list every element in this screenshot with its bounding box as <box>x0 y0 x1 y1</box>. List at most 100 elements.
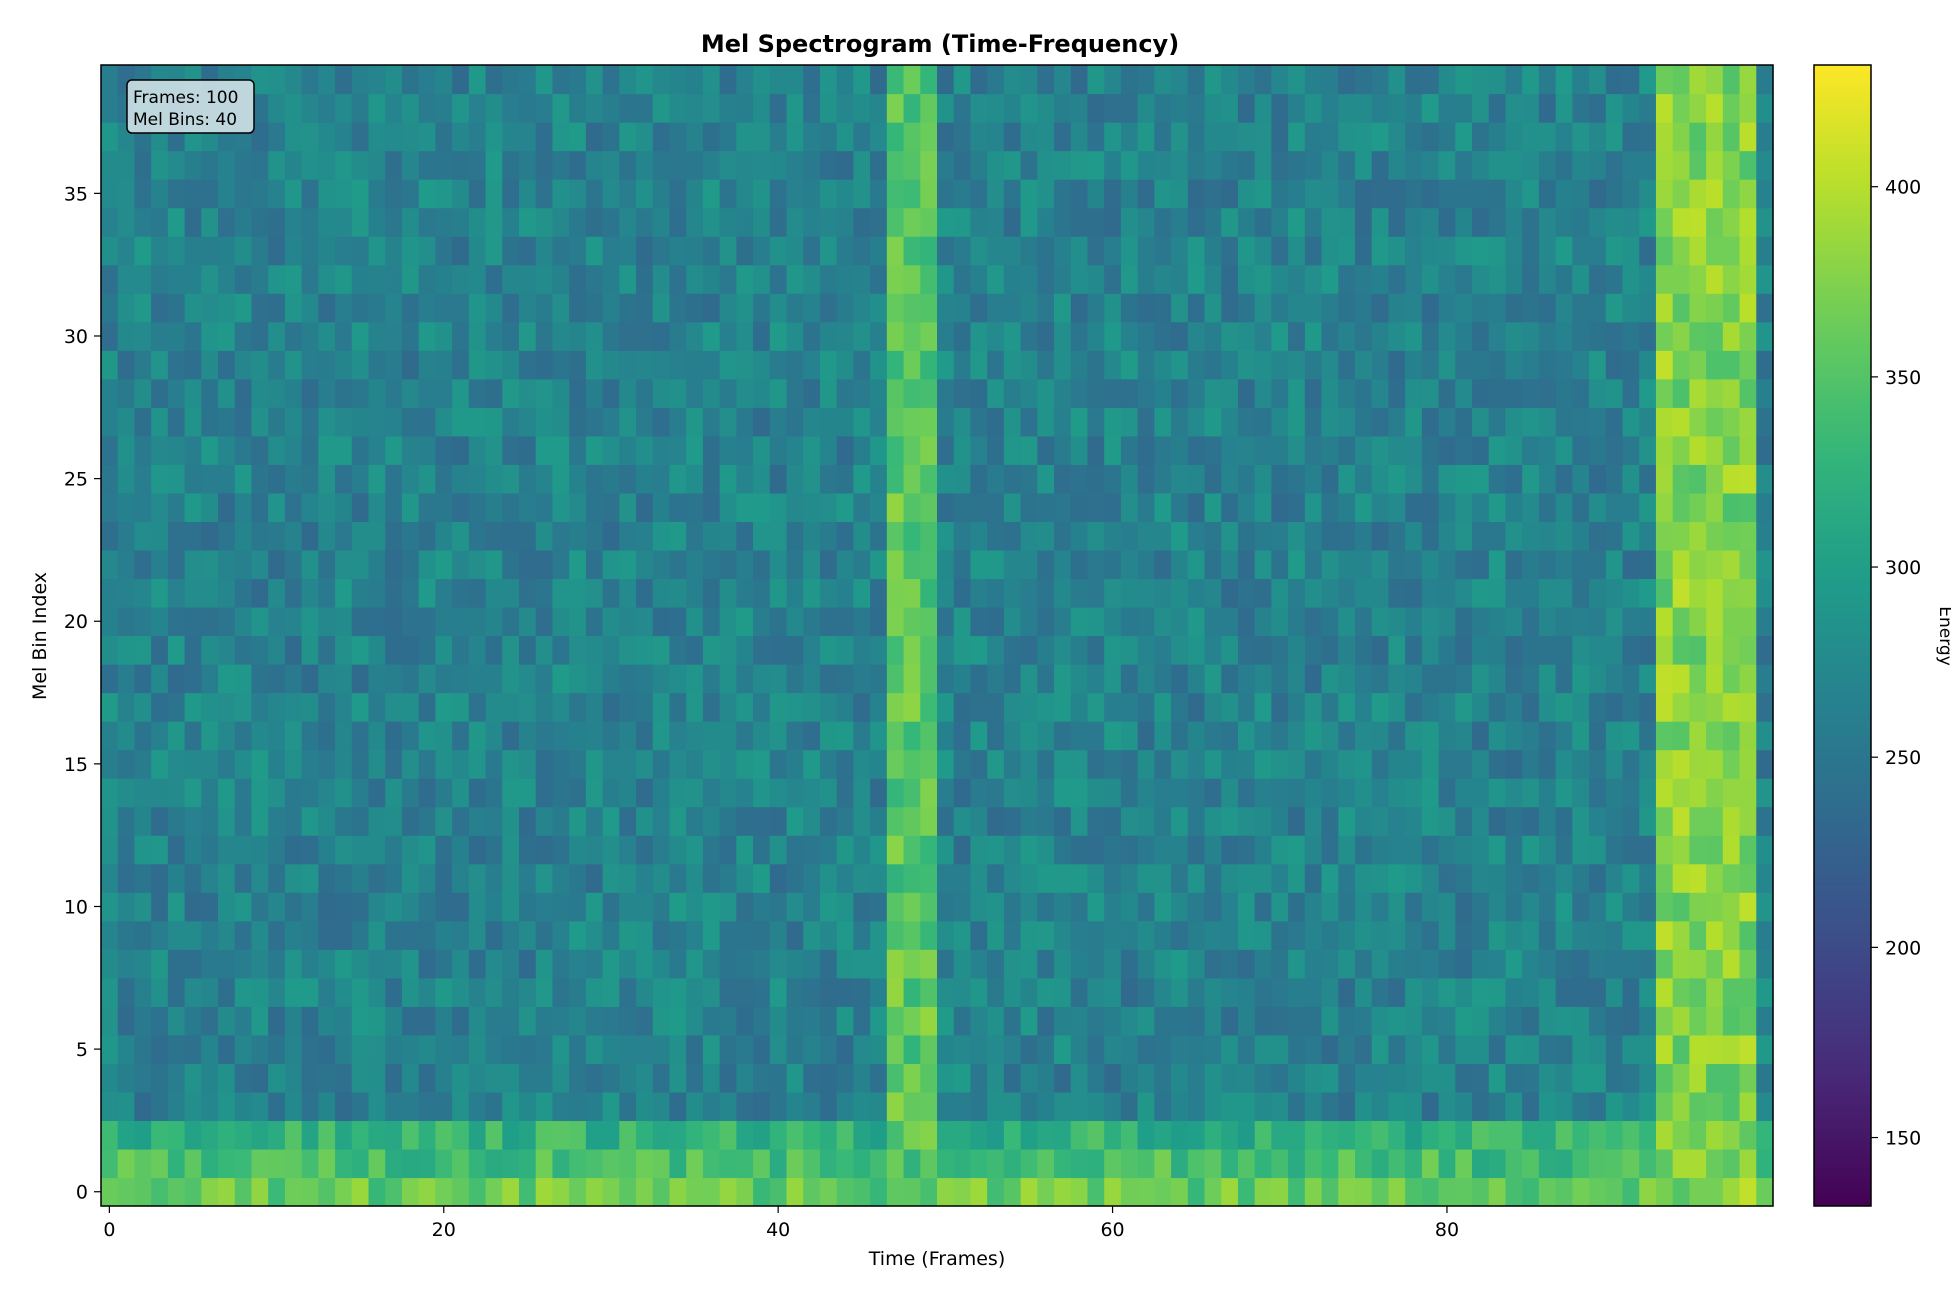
heatmap-cell <box>335 93 353 123</box>
y-tick-label: 10 <box>64 896 88 918</box>
heatmap-cell <box>1589 578 1607 608</box>
heatmap-cell <box>669 949 687 979</box>
heatmap-cell <box>1589 920 1607 950</box>
heatmap-cell <box>1622 692 1640 722</box>
heatmap-cell <box>569 892 587 922</box>
heatmap-cell <box>1104 407 1122 437</box>
heatmap-cell <box>1655 492 1674 523</box>
heatmap-cell <box>1054 293 1072 323</box>
heatmap-cell <box>870 977 888 1007</box>
heatmap-cell <box>184 1120 202 1150</box>
heatmap-cell <box>452 293 470 323</box>
heatmap-cell <box>1054 778 1072 808</box>
heatmap-cell <box>1421 93 1440 123</box>
heatmap-cell <box>335 1006 353 1036</box>
heatmap-cell <box>1003 1063 1022 1093</box>
heatmap-cell <box>318 1177 336 1207</box>
heatmap-cell <box>652 492 671 523</box>
heatmap-cell <box>101 1177 119 1207</box>
heatmap-cell <box>1572 1063 1590 1093</box>
heatmap-cell <box>987 293 1005 323</box>
heatmap-cell <box>970 521 988 551</box>
heatmap-cell <box>1655 1091 1674 1122</box>
heatmap-cell <box>218 1091 236 1122</box>
heatmap-cell <box>1288 179 1306 209</box>
heatmap-cell <box>1421 664 1440 694</box>
heatmap-cell <box>1405 1148 1423 1179</box>
heatmap-cell <box>903 407 921 437</box>
heatmap-cell <box>401 464 420 494</box>
heatmap-cell <box>1722 778 1741 808</box>
heatmap-cell <box>1655 207 1674 237</box>
heatmap-cell <box>1455 863 1473 893</box>
heatmap-cell <box>1003 1034 1022 1064</box>
heatmap-cell <box>987 920 1005 950</box>
heatmap-cell <box>552 863 570 893</box>
heatmap-cell <box>1438 949 1456 979</box>
heatmap-cell <box>1321 692 1339 722</box>
heatmap-cell <box>1104 1091 1122 1122</box>
heatmap-cell <box>753 122 771 152</box>
heatmap-cell <box>1706 236 1724 266</box>
heatmap-cell <box>1555 179 1573 209</box>
heatmap-cell <box>1739 977 1757 1007</box>
heatmap-cell <box>1288 1063 1306 1093</box>
heatmap-cell <box>1639 321 1657 351</box>
heatmap-cell <box>836 321 854 351</box>
heatmap-cell <box>134 664 152 694</box>
heatmap-cell <box>1204 778 1222 808</box>
heatmap-cell <box>1472 749 1490 779</box>
heatmap-cell <box>1087 464 1105 494</box>
heatmap-cell <box>435 692 453 722</box>
heatmap-cell <box>1555 1091 1573 1122</box>
heatmap-cell <box>886 578 905 608</box>
heatmap-cell <box>1087 892 1105 922</box>
heatmap-cell <box>1087 1034 1105 1064</box>
heatmap-cell <box>1371 606 1390 637</box>
heatmap-cell <box>1505 578 1523 608</box>
heatmap-cell <box>318 264 336 294</box>
heatmap-cell <box>151 1148 169 1179</box>
heatmap-cell <box>1321 1034 1339 1064</box>
heatmap-cell <box>753 920 771 950</box>
heatmap-cell <box>151 664 169 694</box>
heatmap-cell <box>1037 521 1055 551</box>
heatmap-cell <box>1706 863 1724 893</box>
heatmap-cell <box>368 549 386 580</box>
heatmap-cell <box>1371 721 1390 751</box>
heatmap-cell <box>418 1120 436 1150</box>
heatmap-cell <box>1388 806 1406 836</box>
heatmap-cell <box>1171 492 1189 523</box>
heatmap-cell <box>1137 350 1155 380</box>
heatmap-cell <box>819 122 838 152</box>
heatmap-cell <box>101 692 119 722</box>
heatmap-cell <box>1254 977 1272 1007</box>
heatmap-cell <box>619 578 637 608</box>
heatmap-cell <box>1455 721 1473 751</box>
heatmap-cell <box>1171 435 1189 465</box>
heatmap-cell <box>535 293 554 323</box>
heatmap-cell <box>736 835 754 865</box>
heatmap-cell <box>569 977 587 1007</box>
heatmap-cell <box>1321 122 1339 152</box>
heatmap-cell <box>1555 1148 1573 1179</box>
heatmap-cell <box>1555 749 1573 779</box>
heatmap-cell <box>1639 635 1657 665</box>
heatmap-cell <box>1572 892 1590 922</box>
heatmap-cell <box>1271 350 1289 380</box>
heatmap-cell <box>401 977 420 1007</box>
heatmap-cell <box>502 606 520 637</box>
heatmap-cell <box>736 892 754 922</box>
heatmap-cell <box>535 179 554 209</box>
heatmap-cell <box>1488 521 1507 551</box>
heatmap-cell <box>686 435 704 465</box>
heatmap-cell <box>1254 1034 1272 1064</box>
heatmap-cell <box>1706 606 1724 637</box>
heatmap-cell <box>519 778 537 808</box>
heatmap-cell <box>1254 236 1272 266</box>
heatmap-cell <box>736 492 754 523</box>
heatmap-cell <box>786 1034 804 1064</box>
heatmap-cell <box>1672 1177 1690 1207</box>
heatmap-cell <box>1605 949 1624 979</box>
heatmap-cell <box>719 321 737 351</box>
